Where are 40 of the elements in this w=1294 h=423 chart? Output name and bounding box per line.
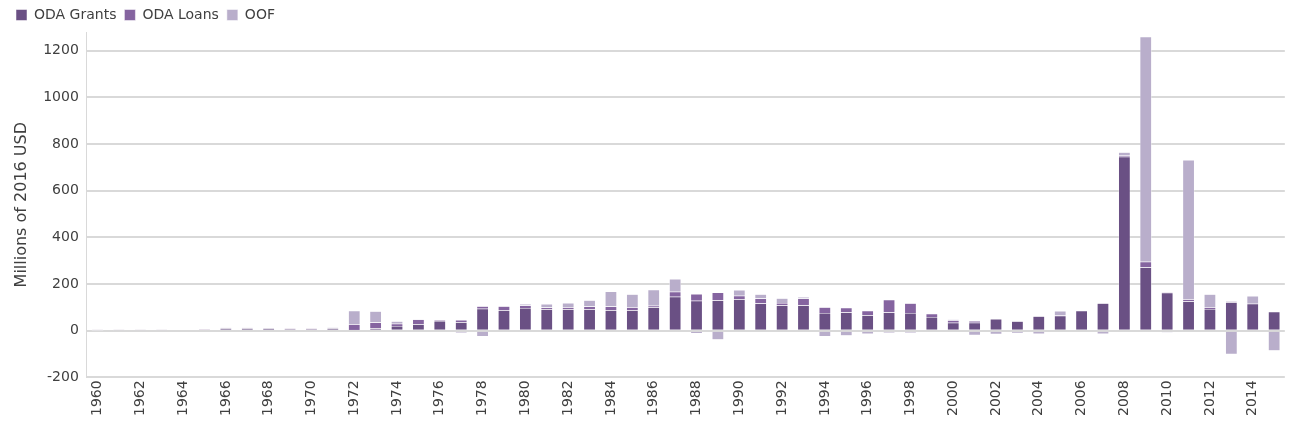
x-tick-label: 2012 — [1200, 380, 1217, 417]
x-tick-label: 1972 — [344, 380, 361, 417]
legend-label: OOF — [244, 5, 275, 22]
x-tick-label: 1990 — [729, 380, 746, 417]
x-tick-label: 1992 — [772, 380, 789, 417]
x-tick-label: 1968 — [259, 380, 276, 417]
y-axis-title: Millions of 2016 USD — [10, 121, 30, 288]
y-tick-label: -200 — [47, 368, 79, 385]
x-tick-label: 1994 — [815, 380, 832, 417]
y-tick-label: 200 — [52, 274, 79, 291]
x-tick-label: 1982 — [558, 380, 575, 417]
x-tick-label: 1986 — [644, 380, 661, 417]
x-tick-label: 1996 — [858, 380, 875, 417]
y-tick-label: 1200 — [43, 41, 79, 58]
x-tick-label: 2014 — [1243, 380, 1260, 417]
x-tick-label: 2002 — [986, 380, 1003, 417]
x-tick-label: 1966 — [216, 380, 233, 417]
legend-label: ODA Grants — [34, 5, 117, 22]
x-tick-label: 1978 — [473, 380, 490, 417]
x-tick-label: 2010 — [1157, 380, 1174, 417]
y-tick-label: 1000 — [43, 87, 79, 104]
x-tick-label: 1960 — [88, 380, 105, 417]
x-tick-label: 1970 — [302, 380, 319, 417]
x-tick-label: 2000 — [943, 380, 960, 417]
x-tick-label: 1964 — [173, 380, 190, 417]
x-tick-label: 1974 — [387, 380, 404, 417]
x-tick-label: 2006 — [1072, 380, 1089, 417]
y-tick-label: 400 — [52, 228, 79, 244]
y-tick-label: 800 — [52, 134, 79, 151]
x-tick-label: 2004 — [1029, 380, 1046, 417]
x-tick-label: 1962 — [130, 380, 147, 417]
x-tick-label: 1984 — [601, 380, 618, 417]
x-tick-label: 1980 — [516, 380, 533, 417]
x-tick-label: 1998 — [901, 380, 918, 417]
legend-label: ODA Loans — [142, 5, 219, 22]
y-tick-label: 0 — [69, 321, 79, 338]
x-tick-label: 1988 — [687, 380, 704, 417]
x-tick-label: 1976 — [430, 380, 447, 417]
x-tick-label: 2008 — [1115, 380, 1132, 417]
y-tick-label: 600 — [52, 181, 79, 198]
